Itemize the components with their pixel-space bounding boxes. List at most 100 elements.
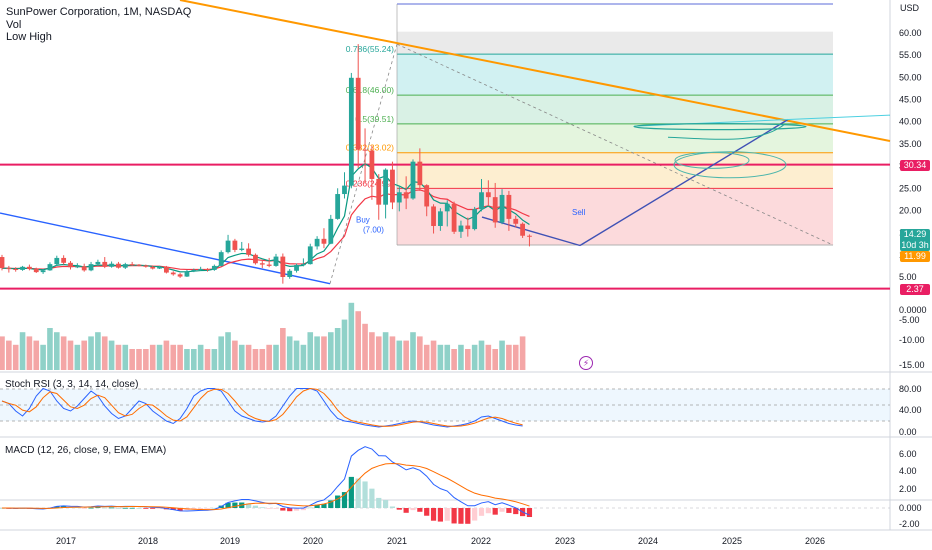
candle-body [444, 203, 450, 212]
macd-histogram-bar [348, 476, 354, 508]
volume-bar [136, 349, 142, 370]
bar-countdown: 10d 3h [901, 240, 929, 250]
volume-bar [6, 340, 12, 370]
fib-zone [397, 31, 833, 55]
symbol-title[interactable]: SunPower Corporation, 1M, NASDAQ [6, 6, 192, 18]
candle-body [177, 274, 183, 277]
candle-body [20, 266, 25, 270]
candle-body [157, 266, 162, 269]
volume-bar [423, 344, 430, 370]
fib-level-label: 0.382(33.02) [346, 143, 394, 153]
candle-body [451, 203, 457, 232]
candle-body [287, 270, 293, 277]
volume-bar [26, 336, 33, 370]
volume-indicator-label[interactable]: Vol [6, 19, 22, 31]
volume-bar [218, 336, 224, 370]
macd-histogram-bar [81, 508, 87, 509]
macd-histogram-bar [232, 502, 238, 508]
macd-histogram-bar [54, 506, 60, 508]
volume-bar [108, 340, 115, 370]
macd-histogram-bar [122, 507, 128, 509]
macd-histogram-bar [136, 507, 142, 509]
orange-trendline [179, 0, 891, 142]
candle-body [150, 266, 156, 269]
volume-bar [273, 344, 279, 370]
macd-histogram-bar [102, 507, 108, 509]
volume-bar [362, 323, 368, 370]
volume-bar [47, 328, 53, 370]
macd-histogram-bar [396, 508, 402, 510]
volume-bar [122, 344, 129, 370]
volume-tick: -15.00 [899, 360, 925, 370]
macd-histogram-bar [369, 488, 375, 508]
volume-bar [33, 340, 40, 370]
candle-body [54, 257, 60, 265]
volume-bar [300, 344, 307, 370]
fib-zone [397, 188, 833, 246]
time-tick: 2017 [56, 536, 76, 546]
macd-histogram-bar [129, 507, 135, 509]
macd-histogram-bar [259, 507, 265, 509]
price-tick: 25.00 [899, 183, 922, 193]
candle-body [492, 197, 498, 223]
last-price-label: 14.29 10d 3h [900, 229, 930, 251]
volume-bar [286, 336, 293, 370]
candle-body [472, 209, 478, 230]
volume-bars [0, 302, 526, 370]
macd-histogram-bar [293, 508, 300, 511]
buy-price-annotation: (7.00) [363, 226, 384, 235]
candle-body [527, 235, 532, 237]
candle-body [369, 150, 375, 179]
volume-bar [519, 336, 526, 370]
volume-bar [170, 344, 177, 370]
lightning-icon[interactable]: ⚡ [579, 356, 593, 370]
macd-histogram-bar [355, 478, 361, 508]
macd-title[interactable]: MACD (12, 26, close, 9, EMA, EMA) [5, 445, 167, 456]
macd-pane [0, 446, 890, 524]
macd-histogram-bar [465, 508, 471, 524]
macd-histogram-bar [198, 508, 204, 509]
macd-histogram-bar [499, 508, 505, 512]
volume-bar [143, 349, 149, 370]
candle-body [465, 225, 471, 230]
macd-signal-line [1, 462, 530, 511]
fib-zone [397, 152, 833, 189]
volume-bar [225, 332, 231, 370]
macd-histogram-bar [451, 508, 457, 524]
macd-histogram-bar [273, 508, 279, 509]
volume-bar [129, 349, 135, 370]
stoch-rsi-title[interactable]: Stoch RSI (3, 3, 14, 14, close) [5, 379, 139, 390]
volume-bar [375, 336, 382, 370]
candle-body [403, 192, 409, 199]
volume-bar [149, 344, 156, 370]
macd-tick: 4.00 [899, 466, 917, 476]
macd-histogram-bar [444, 508, 450, 521]
volume-bar [499, 340, 505, 370]
candle-body [0, 257, 5, 269]
macd-histogram-bar [437, 508, 443, 522]
low-marker-label: 11.99 [900, 251, 930, 262]
low-high-indicator-label[interactable]: Low High [6, 31, 52, 43]
candle-body [520, 223, 525, 236]
macd-histogram-bar [321, 503, 327, 508]
macd-histogram-bar [417, 508, 423, 512]
candle-body [417, 161, 423, 186]
candle-body [328, 218, 334, 244]
volume-bar [177, 344, 183, 370]
volume-bar [492, 349, 498, 370]
candle-body [225, 240, 231, 253]
macd-histogram-bar [143, 508, 149, 509]
time-tick: 2020 [303, 536, 323, 546]
volume-bar [314, 336, 320, 370]
macd-histogram-bar [74, 507, 80, 509]
candle-body [499, 194, 505, 223]
price-tick: 35.00 [899, 139, 922, 149]
candle-body [232, 240, 238, 250]
candle-body [410, 161, 416, 199]
fib-level-label: 0.786(55.24) [346, 44, 394, 54]
candle-body [109, 263, 114, 267]
macd-histogram-bar [383, 500, 389, 508]
macd-histogram-bar [506, 508, 512, 513]
volume-bar [382, 332, 389, 370]
